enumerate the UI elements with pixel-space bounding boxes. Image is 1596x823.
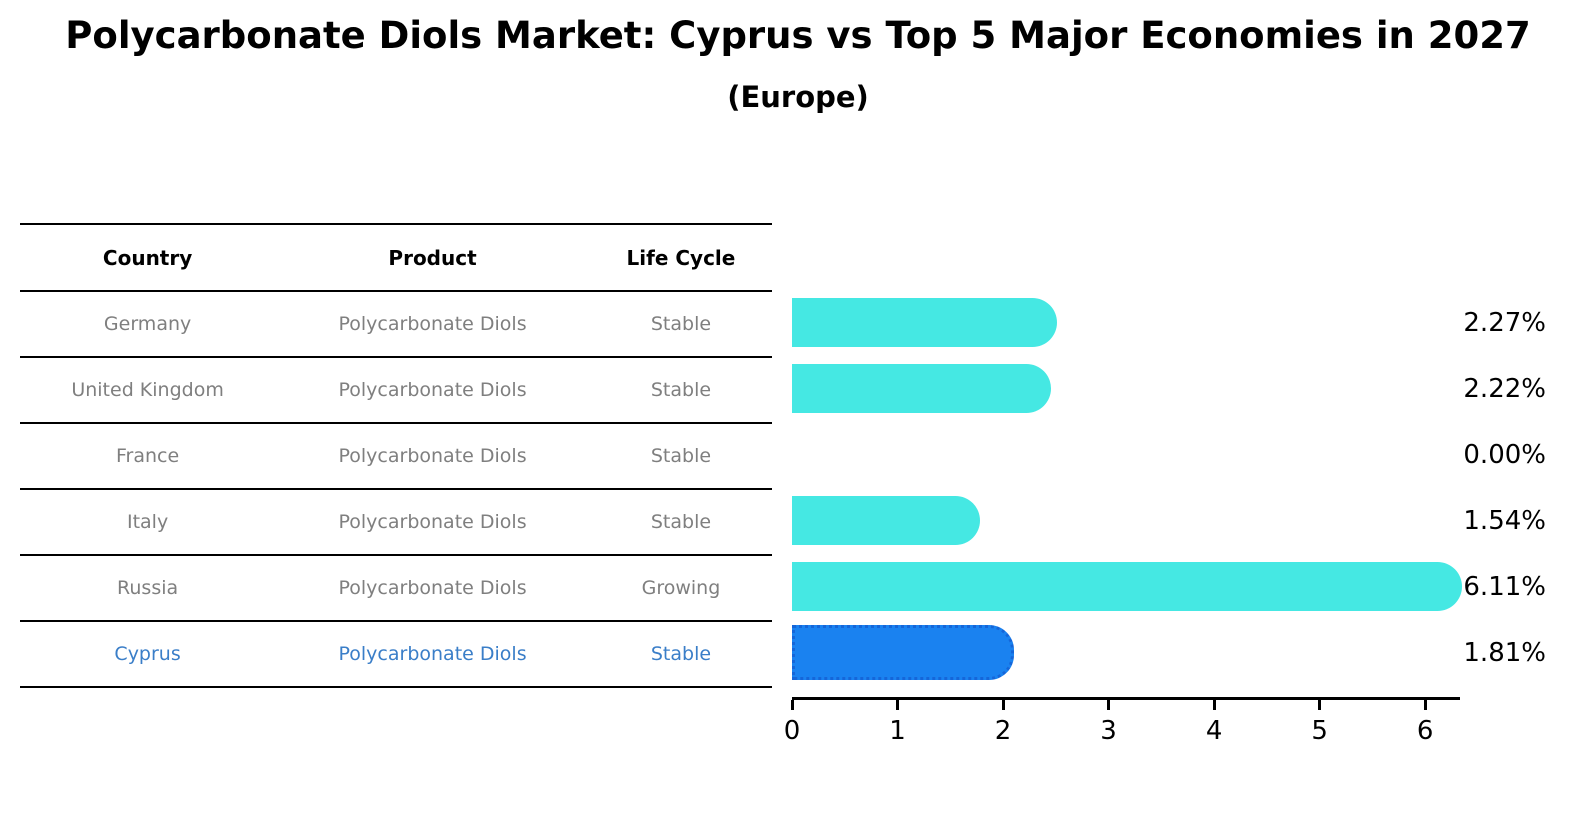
- bar-chart: 0 1 2 3 4 5 6: [784, 223, 1462, 746]
- value-label: 0.00%: [1463, 440, 1546, 470]
- value-label: 1.54%: [1463, 506, 1546, 536]
- bar-row: [792, 554, 1462, 620]
- table-row: United Kingdom Polycarbonate Diols Stable: [20, 357, 772, 423]
- table-cell-product: Polycarbonate Diols: [338, 313, 527, 335]
- table-cell-country: United Kingdom: [71, 379, 224, 401]
- bar-italy: [792, 496, 980, 545]
- table-cell-product: Polycarbonate Diols: [338, 577, 527, 599]
- table-row: France Polycarbonate Diols Stable: [20, 423, 772, 489]
- x-tick: [896, 700, 900, 710]
- bar-united-kingdom: [792, 364, 1052, 413]
- table-cell-product: Polycarbonate Diols: [338, 379, 527, 401]
- header-country: Country: [102, 245, 193, 270]
- country-table-wrap: Country Product Life Cycle Germany Polyca…: [20, 223, 772, 688]
- table-cell-country: Russia: [117, 577, 179, 599]
- table-row: Germany Polycarbonate Diols Stable: [20, 291, 772, 357]
- x-tick-label: 6: [1416, 716, 1434, 746]
- header-product: Product: [388, 245, 477, 270]
- table-row: Russia Polycarbonate Diols Growing: [20, 555, 772, 621]
- table-cell-life-cycle: Stable: [650, 511, 712, 533]
- value-label: 2.27%: [1463, 308, 1546, 338]
- bar-row: [792, 290, 1460, 356]
- x-tick: [1318, 700, 1322, 710]
- x-tick-label: 0: [783, 716, 801, 746]
- value-label: 2.22%: [1463, 374, 1546, 404]
- table-cell-country: Germany: [103, 313, 192, 335]
- bar-row: [792, 422, 1460, 488]
- page-title: Polycarbonate Diols Market: Cyprus vs To…: [65, 14, 1531, 57]
- bar-russia: [792, 562, 1462, 611]
- bar-cyprus: [792, 625, 1014, 680]
- table-cell-product: Polycarbonate Diols: [338, 643, 527, 665]
- x-tick: [1423, 700, 1427, 710]
- table-cell-country: Italy: [126, 511, 169, 533]
- table-cell-life-cycle: Growing: [641, 577, 721, 599]
- bar-row: [792, 488, 1460, 554]
- x-tick-label: 5: [1311, 716, 1328, 746]
- table-cell-life-cycle: Stable: [650, 379, 712, 401]
- table-cell-life-cycle: Stable: [650, 313, 712, 335]
- table-cell-life-cycle: Stable: [650, 643, 712, 665]
- bar-row: [792, 356, 1460, 422]
- table-cell-product: Polycarbonate Diols: [338, 445, 527, 467]
- page-subtitle: (Europe): [727, 80, 869, 114]
- country-table: Country Product Life Cycle Germany Polyca…: [20, 223, 772, 688]
- x-tick: [790, 700, 794, 710]
- table-header: Country Product Life Cycle: [20, 224, 772, 291]
- x-tick: [1107, 700, 1111, 710]
- value-label: 1.81%: [1463, 638, 1546, 668]
- table-header-row: Country Product Life Cycle: [20, 224, 772, 291]
- x-tick: [1001, 700, 1005, 710]
- table-cell-country: Cyprus: [114, 643, 181, 665]
- table-row: Cyprus Polycarbonate Diols Stable: [20, 621, 772, 687]
- table-cell-product: Polycarbonate Diols: [338, 511, 527, 533]
- x-tick-label: 4: [1205, 716, 1223, 746]
- table-row: Italy Polycarbonate Diols Stable: [20, 489, 772, 555]
- table-cell-life-cycle: Stable: [650, 445, 712, 467]
- x-tick-label: 3: [1100, 716, 1117, 746]
- x-tick: [1212, 700, 1216, 710]
- x-tick-label: 2: [994, 716, 1012, 746]
- header-life-cycle: Life Cycle: [626, 245, 736, 270]
- bar-germany: [792, 298, 1057, 347]
- bar-row: [792, 620, 1460, 686]
- table-cell-country: France: [116, 445, 180, 467]
- table-body: Germany Polycarbonate Diols Stable United K…: [20, 291, 772, 687]
- x-tick-label: 1: [889, 716, 906, 746]
- value-label: 6.11%: [1463, 572, 1546, 602]
